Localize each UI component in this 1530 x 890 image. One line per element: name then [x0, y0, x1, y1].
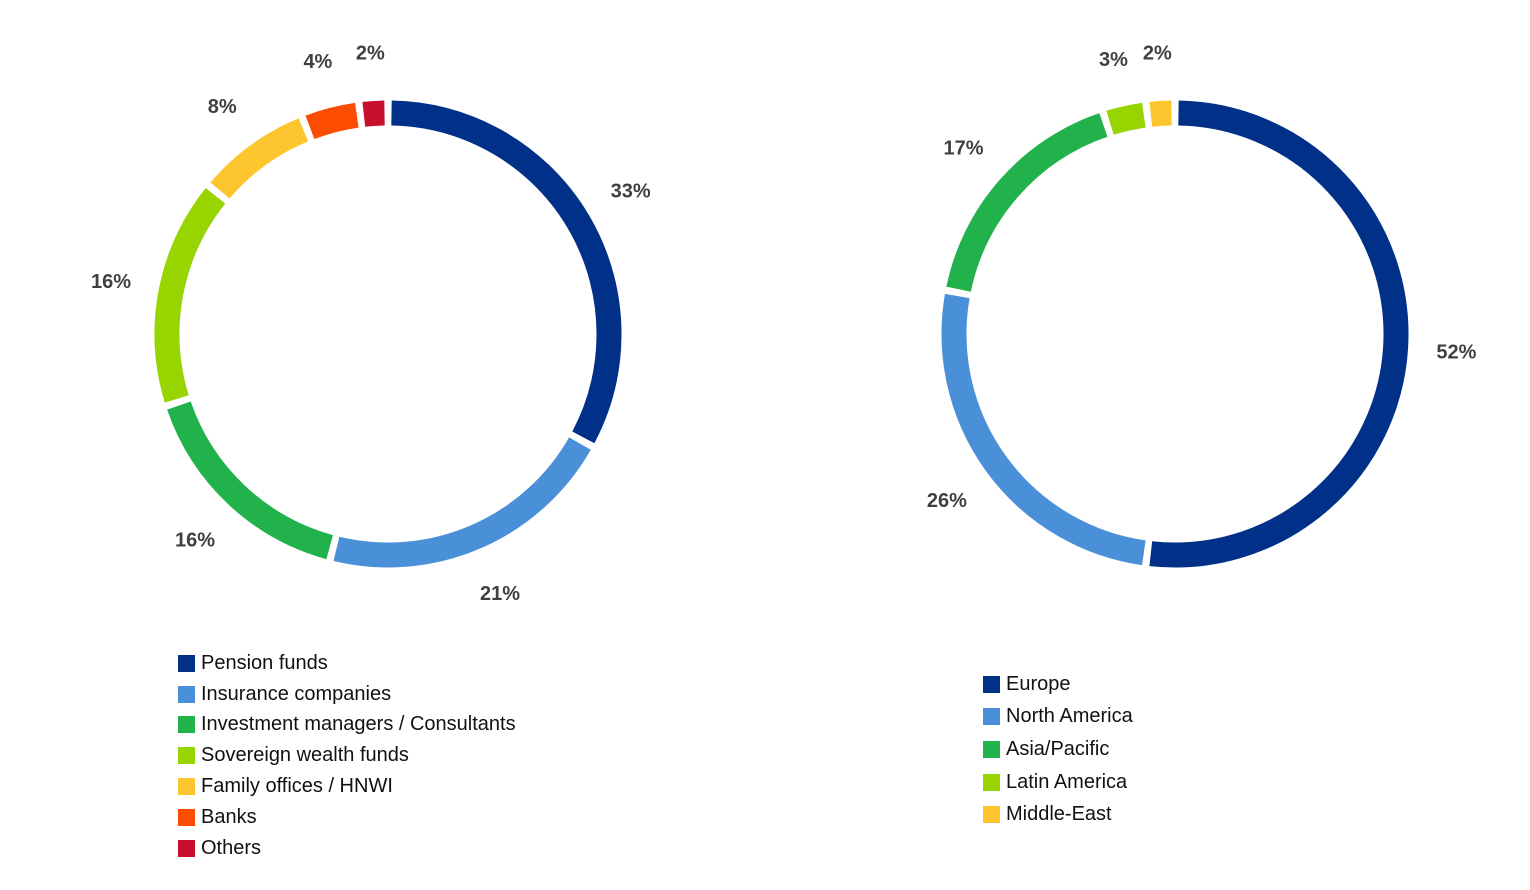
data-label-insurance-companies: 21% [480, 583, 520, 605]
legend-swatch [178, 685, 195, 703]
legend-swatch [178, 747, 195, 765]
legend-swatch [983, 740, 1000, 758]
legend-label: Europe [1006, 672, 1071, 695]
region-donut: 52% 26% 17% 3% 2% [927, 43, 1477, 568]
legend-swatch [178, 654, 195, 672]
donut-slice-others [362, 100, 385, 127]
legend-swatch [178, 778, 195, 796]
data-label-asia-pacific: 17% [943, 138, 983, 160]
legend-swatch [178, 716, 195, 734]
legend-swatch [983, 708, 1000, 726]
legend-item-asia-pacific: Asia/Pacific [983, 733, 1133, 766]
data-label-family-offices-hnwi: 8% [208, 96, 237, 118]
legend-label: Investment managers / Consultants [201, 713, 516, 736]
legend-item-pension-funds: Pension funds [178, 648, 516, 679]
legend-label: Sovereign wealth funds [201, 744, 409, 767]
legend-item-latin-america: Latin America [983, 766, 1133, 799]
legend-label: Middle-East [1006, 803, 1112, 826]
legend-label: North America [1006, 705, 1133, 728]
investor-type-donut: 33% 21% 16% 16% 8% 4% 2% [91, 43, 651, 605]
legend-item-investment-managers: Investment managers / Consultants [178, 710, 516, 741]
data-label-pension-funds: 33% [611, 181, 651, 203]
donut-slice-europe [1149, 100, 1409, 568]
legend-item-north-america: North America [983, 701, 1133, 734]
legend-label: Insurance companies [201, 682, 392, 705]
legend-swatch [983, 675, 1000, 693]
region-legend: Europe North America Asia/Pacific Latin … [983, 668, 1133, 831]
legend-swatch [178, 839, 195, 857]
donut-slice-banks [305, 102, 359, 140]
donut-slice-north-america [941, 293, 1146, 566]
data-label-investment-managers-consultants: 16% [175, 530, 215, 552]
legend-item-banks: Banks [178, 802, 516, 833]
data-label-middle-east: 2% [1143, 43, 1172, 65]
donut-slice-pension-funds [391, 100, 622, 444]
legend-item-family-offices: Family offices / HNWI [178, 771, 516, 802]
legend-swatch [983, 806, 1000, 824]
legend-label: Pension funds [201, 651, 328, 674]
data-label-others: 2% [356, 43, 385, 65]
donut-slice-investment-managers-consultants [167, 401, 334, 560]
donut-slice-latin-america [1106, 102, 1146, 135]
data-label-sovereign-wealth-funds: 16% [91, 271, 131, 293]
legend-label: Banks [201, 805, 257, 828]
legend-label: Latin America [1006, 770, 1128, 793]
legend-swatch [983, 773, 1000, 791]
donut-slice-family-offices-hnwi [210, 118, 309, 199]
legend-item-europe: Europe [983, 668, 1133, 701]
legend-swatch [178, 808, 195, 826]
legend-item-middle-east: Middle-East [983, 798, 1133, 831]
legend-item-sovereign-wealth-funds: Sovereign wealth funds [178, 740, 516, 771]
donut-slice-asia-pacific [946, 113, 1108, 292]
donut-slice-sovereign-wealth-funds [154, 188, 226, 403]
legend-label: Family offices / HNWI [201, 775, 393, 798]
data-label-north-america: 26% [927, 490, 967, 512]
legend-item-others: Others [178, 833, 516, 864]
data-label-europe: 52% [1436, 342, 1476, 364]
donut-slice-insurance-companies [333, 437, 591, 568]
investor-type-legend: Pension funds Insurance companies Invest… [178, 648, 516, 864]
legend-label: Others [201, 836, 262, 859]
data-label-latin-america: 3% [1099, 49, 1128, 71]
data-label-banks: 4% [303, 51, 332, 73]
legend-label: Asia/Pacific [1006, 737, 1110, 760]
donut-slice-middle-east [1149, 100, 1172, 127]
legend-item-insurance-companies: Insurance companies [178, 679, 516, 710]
